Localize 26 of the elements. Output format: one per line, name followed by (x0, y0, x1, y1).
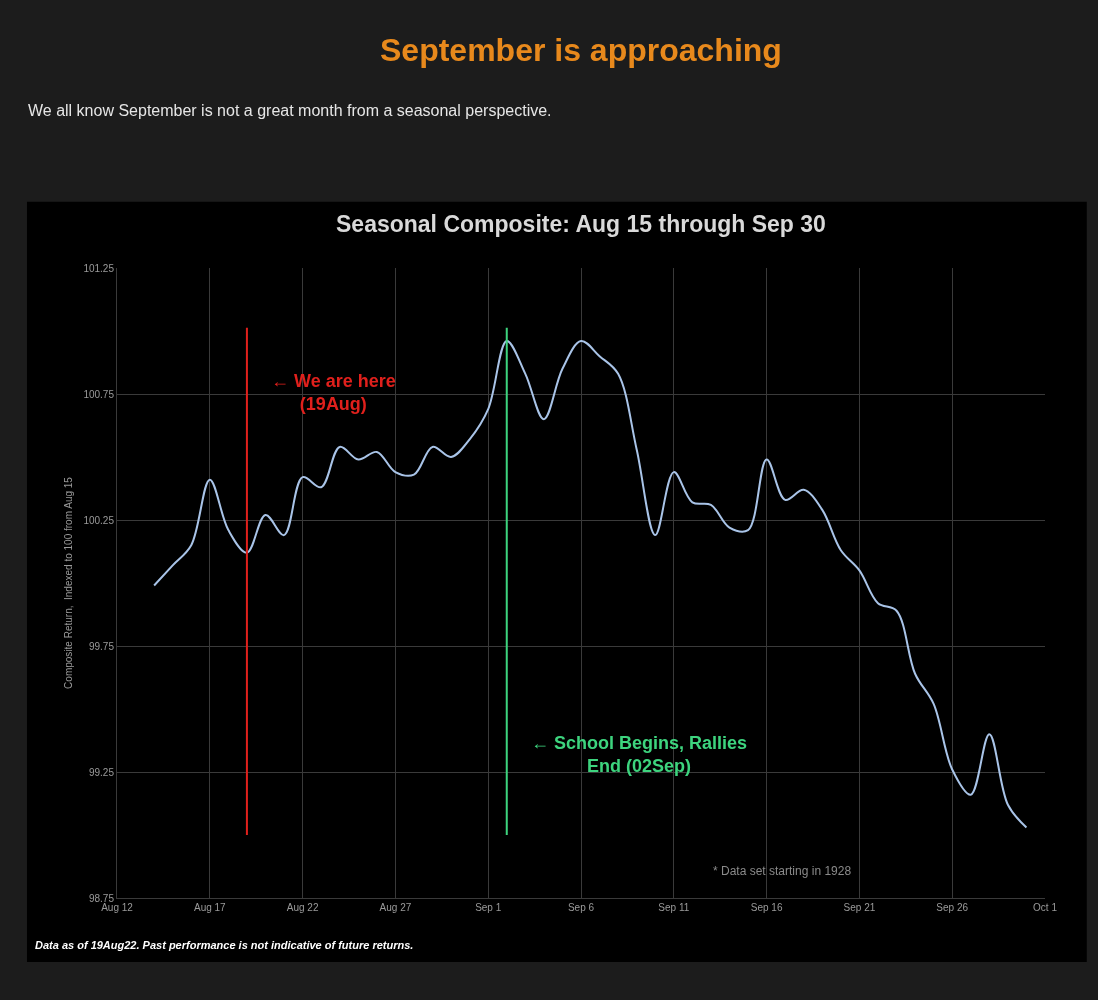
y-tick-label: 100.25 (83, 514, 115, 526)
x-tick-label: Aug 17 (193, 902, 227, 913)
x-tick-label: Aug 12 (101, 902, 134, 913)
text: Seasonal Composite: Aug 15 through Sep 30 (336, 211, 826, 237)
x-tick-label: Oct 1 (1033, 902, 1058, 913)
y-tick-label: 100.75 (83, 388, 115, 400)
x-tick-label: Aug 22 (286, 902, 319, 913)
y-tick-label: 99.75 (88, 640, 115, 652)
y-axis-title: Composite Return, Indexed to 100 from Aug 15 (63, 476, 75, 689)
y-tick-label: 99.25 (88, 766, 115, 778)
x-tick-label: Sep 21 (843, 902, 876, 913)
ref-line-label: ← School Begins, Rallies End (02Sep) (531, 733, 748, 777)
y-tick-label: 101.25 (83, 262, 115, 274)
x-tick-label: Sep 11 (658, 902, 690, 913)
ref-line-label: ← We are here (19Aug) (271, 371, 396, 415)
annotation: * Data set starting in 1928 (713, 864, 852, 878)
x-tick-label: Aug 27 (379, 902, 412, 913)
x-tick-label: Sep 1 (475, 902, 502, 913)
line-series (153, 340, 1028, 829)
text: Data as of 19Aug22. Past performance is not indicative of future returns. (35, 939, 414, 951)
chart-subtitle: We all know September is not a great month from a seasonal perspective. (28, 102, 552, 119)
x-tick-label: Sep 6 (567, 902, 595, 913)
y-tick-label: 98.75 (88, 892, 115, 904)
x-tick-label: Sep 26 (936, 902, 969, 913)
x-tick-label: Sep 16 (750, 902, 783, 913)
chart-title: September is approaching (380, 32, 782, 68)
